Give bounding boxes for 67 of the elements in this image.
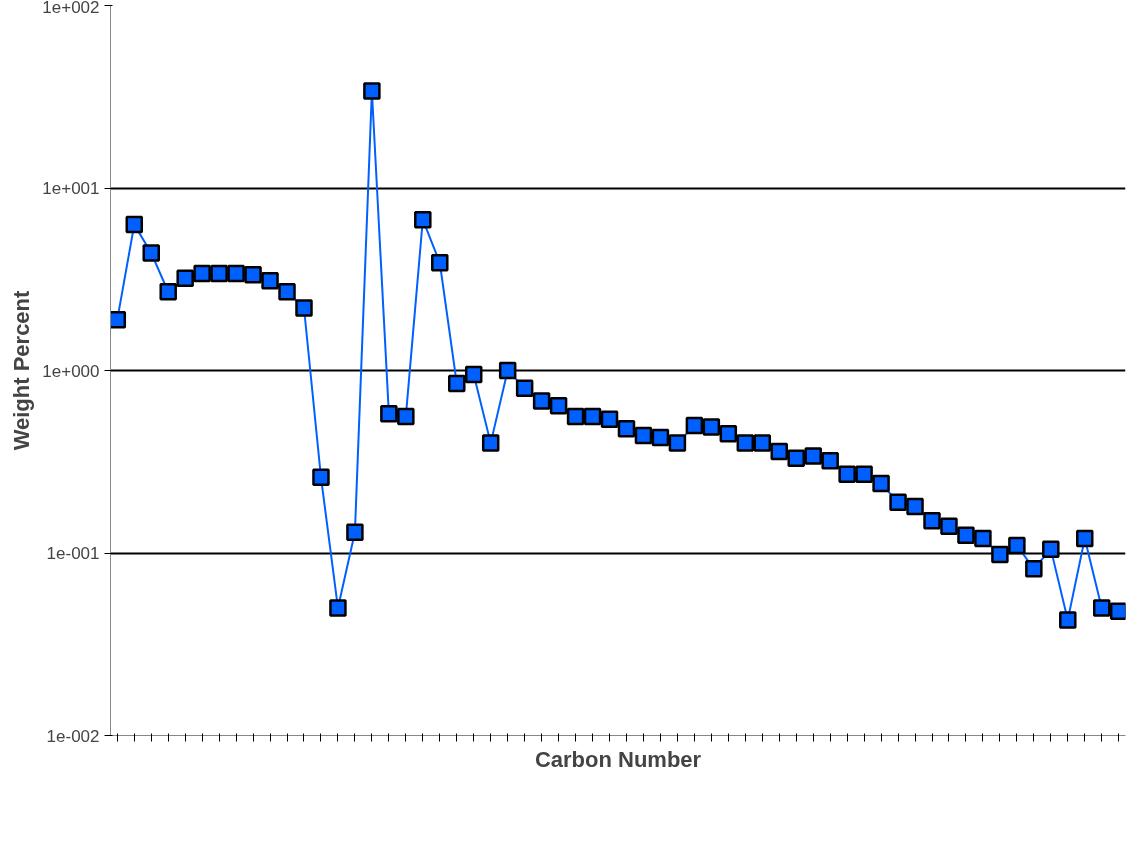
point xyxy=(1076,529,1094,548)
y-tick-label: 1e+001 xyxy=(42,179,100,198)
point xyxy=(346,523,364,541)
point xyxy=(1109,602,1126,620)
point xyxy=(566,407,585,426)
point xyxy=(906,497,924,516)
y-tick-label: 1e-001 xyxy=(46,544,100,563)
point xyxy=(125,215,144,234)
point xyxy=(651,428,670,447)
point xyxy=(515,379,534,397)
point xyxy=(176,269,194,288)
point xyxy=(685,416,704,435)
x-axis-title: Carbon Number xyxy=(534,746,702,772)
point xyxy=(295,299,313,317)
y-axis-title: Weight Percent xyxy=(9,289,35,451)
point xyxy=(1008,536,1026,555)
point xyxy=(549,397,568,415)
point xyxy=(872,474,890,493)
point xyxy=(702,418,721,436)
point xyxy=(210,264,228,283)
point xyxy=(481,434,500,452)
point xyxy=(498,361,517,380)
point xyxy=(1059,611,1077,629)
point xyxy=(838,465,856,484)
point xyxy=(770,442,788,461)
point xyxy=(1025,559,1043,578)
point xyxy=(278,283,296,301)
point xyxy=(855,465,873,484)
point xyxy=(261,272,279,290)
point xyxy=(753,434,772,452)
point xyxy=(974,529,992,548)
point xyxy=(312,468,330,487)
point xyxy=(431,253,449,272)
point xyxy=(159,283,177,301)
point xyxy=(329,599,347,617)
point xyxy=(923,512,941,530)
point xyxy=(142,244,160,262)
point xyxy=(1092,599,1111,617)
point xyxy=(244,265,262,284)
point xyxy=(787,449,805,468)
point xyxy=(227,264,245,283)
point xyxy=(991,545,1009,564)
point xyxy=(1042,540,1060,558)
point xyxy=(736,434,755,452)
y-tick-label: 1e+000 xyxy=(42,361,100,381)
point xyxy=(940,517,958,536)
point xyxy=(804,447,822,465)
y-tick-label: 1e-002 xyxy=(46,726,100,746)
point xyxy=(668,434,687,452)
point xyxy=(193,264,211,283)
point xyxy=(363,82,381,100)
point xyxy=(634,426,653,445)
point xyxy=(719,425,738,443)
point xyxy=(380,404,398,423)
point xyxy=(110,310,127,329)
point xyxy=(448,374,466,393)
point xyxy=(600,410,619,429)
point xyxy=(397,407,415,426)
point xyxy=(464,365,483,384)
point xyxy=(617,419,636,438)
point xyxy=(532,392,551,410)
point xyxy=(889,493,907,511)
point xyxy=(583,407,602,426)
point xyxy=(414,210,432,229)
point xyxy=(957,526,975,545)
point xyxy=(821,452,839,470)
y-tick-label: 1e+002 xyxy=(42,0,100,17)
